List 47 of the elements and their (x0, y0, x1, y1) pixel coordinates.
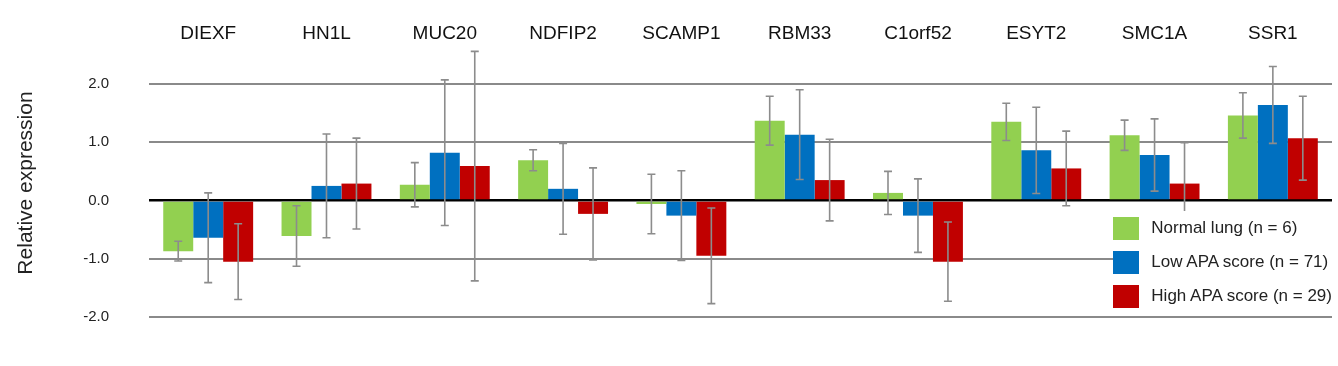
y-tick-label: 2.0 (88, 74, 110, 92)
bar (902, 201, 933, 216)
bar (193, 201, 224, 238)
bar (1139, 155, 1170, 200)
bar (1169, 183, 1200, 200)
x-tick-label: C1orf52 (884, 21, 952, 43)
legend-label: Low APA score (n = 71) (1151, 252, 1329, 272)
bar (784, 134, 815, 200)
x-tick-label: NDFIP2 (529, 21, 597, 43)
bar (814, 180, 845, 200)
bar (341, 183, 372, 200)
bar (1109, 135, 1140, 200)
bar (578, 201, 609, 214)
bar (429, 152, 460, 200)
y-tick-label: -2.0 (83, 307, 110, 325)
bar (696, 201, 727, 256)
bar (518, 160, 549, 200)
bar (1021, 150, 1052, 200)
x-tick-label: ESYT2 (1006, 21, 1067, 43)
y-tick-label: -1.0 (83, 248, 110, 266)
bar (1227, 115, 1258, 200)
x-tick-label: DIEXF (180, 21, 237, 43)
bar (666, 201, 697, 216)
bar (399, 184, 430, 200)
bar (163, 201, 194, 252)
bar (459, 166, 490, 200)
bar (281, 201, 312, 237)
bar (223, 201, 254, 262)
bar (991, 121, 1022, 200)
x-tick-label: SMC1A (1121, 21, 1188, 43)
x-tick-label: MUC20 (412, 21, 477, 43)
bar (1051, 168, 1082, 200)
x-tick-label: HN1L (302, 21, 351, 43)
bar (932, 201, 963, 262)
bar (754, 120, 785, 200)
bar (548, 188, 579, 200)
legend-label: High APA score (n = 29) (1151, 286, 1332, 306)
y-axis-title: Relative expression (13, 91, 37, 275)
legend-label: Normal lung (n = 6) (1151, 218, 1298, 238)
x-tick-label: SSR1 (1248, 21, 1298, 43)
bar (1257, 104, 1288, 200)
bar (311, 185, 342, 200)
bar (1287, 138, 1318, 200)
x-tick-label: RBM33 (767, 21, 832, 43)
x-tick-label: SCAMP1 (642, 21, 721, 43)
y-tick-label: 0.0 (88, 190, 110, 208)
y-tick-label: 1.0 (88, 132, 110, 150)
